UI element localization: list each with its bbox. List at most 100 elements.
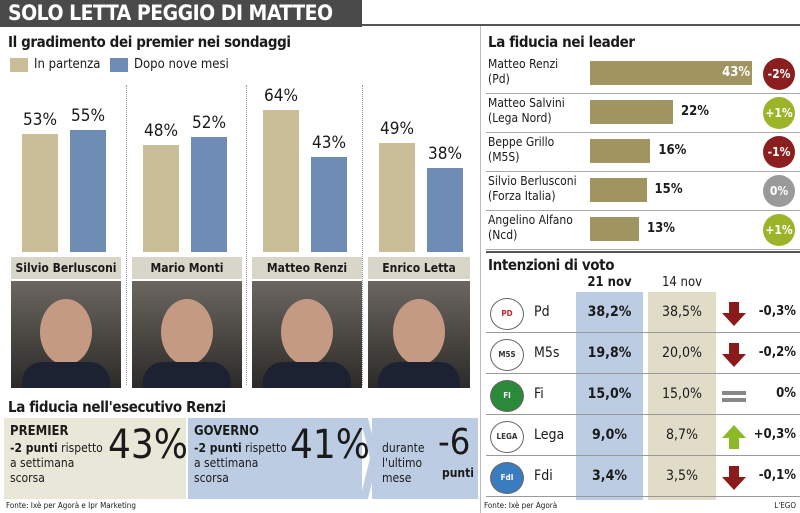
note-bold: -2 punti <box>10 441 58 455</box>
party-name: Fi <box>534 386 544 402</box>
premier-photo <box>11 281 121 388</box>
esecutivo-heading: La fiducia nell'esecutivo Renzi <box>8 398 226 416</box>
bar-value-label: 64% <box>264 85 298 106</box>
leader-name: Angelino Alfano (Ncd) <box>488 213 573 243</box>
party-logo-icon: LEGA <box>490 421 524 453</box>
note-text: a settimana <box>10 456 75 470</box>
credit: L'EGO <box>774 501 796 510</box>
value-21nov: 9,0% <box>592 427 627 443</box>
arrow-down-icon <box>722 466 746 490</box>
party-name: Pd <box>534 304 550 320</box>
legend-partenza: In partenza <box>10 57 100 72</box>
divider <box>480 26 481 513</box>
bar-value-label: 38% <box>428 143 462 164</box>
leader-row: Silvio Berlusconi (Forza Italia) 15% 0% <box>486 172 800 211</box>
note-text: scorsa <box>10 471 45 485</box>
col-21nov-bg <box>576 292 643 500</box>
bar-value-label: 53% <box>23 110 57 131</box>
mese-value: -6 <box>438 422 471 463</box>
bar-partenza <box>22 134 58 252</box>
mese-box: durante l'ultimo mese -6 punti <box>372 418 478 499</box>
arrow-up-icon <box>722 425 746 449</box>
mese-unit: punti <box>442 466 474 480</box>
vote-row: PD Pd 38,2% 38,5% -0,3% <box>486 293 800 333</box>
gradimento-heading: Il gradimento dei premier nei sondaggi <box>8 33 291 51</box>
leader-row: Angelino Alfano (Ncd) 13% +1% <box>486 211 800 250</box>
party-name: Fdi <box>534 468 553 484</box>
leader-value: 16% <box>658 143 687 158</box>
leader-party: (Ncd) <box>488 228 518 242</box>
suit <box>378 362 460 388</box>
col-21nov-header: 21 nov <box>587 275 632 290</box>
change-badge: +1% <box>763 97 795 129</box>
delta-value: 0% <box>776 386 796 401</box>
suit <box>22 362 110 388</box>
leader-name: Beppe Grillo (M5S) <box>488 135 554 165</box>
arrow-down-icon <box>722 302 746 326</box>
page-title: SOLO LETTA PEGGIO DI MATTEO <box>0 0 362 27</box>
note-text: durante <box>382 441 425 455</box>
value-21nov: 38,2% <box>587 304 632 320</box>
leader-bar <box>590 61 753 85</box>
leader-party: (Pd) <box>488 72 510 86</box>
governo-value: 41% <box>290 422 370 468</box>
bar-partenza <box>379 143 415 252</box>
leader-name-text: Silvio Berlusconi <box>488 174 577 188</box>
premier-name: Mario Monti <box>132 257 242 279</box>
premier-name: Enrico Letta <box>368 257 470 279</box>
leader-name: Silvio Berlusconi (Forza Italia) <box>488 174 577 204</box>
leader-row: Matteo Renzi (Pd) 43% -2% <box>486 55 800 94</box>
bar-dopo <box>191 136 227 252</box>
legend-label: Dopo nove mesi <box>134 57 229 72</box>
note-text: mese <box>382 471 412 485</box>
delta-value: +0,3% <box>753 427 796 442</box>
premier-bar-chart: 53% 55% Silvio Berlusconi 48% 52% Mario Monti… <box>0 0 480 400</box>
governo-note: -2 punti rispetto a settimana scorsa <box>194 441 287 486</box>
party-name: M5s <box>534 345 560 361</box>
value-14nov: 15,0% <box>661 386 702 402</box>
leader-bar <box>590 100 673 124</box>
note-text: scorsa <box>194 471 229 485</box>
note-text: l'ultimo <box>382 456 423 470</box>
vote-row: M5S M5s 19,8% 20,0% -0,2% <box>486 334 800 374</box>
vote-row: FdI Fdi 3,4% 3,5% -0,1% <box>486 457 800 497</box>
leader-value: 15% <box>654 182 683 197</box>
leader-value: 13% <box>647 221 675 236</box>
face <box>40 299 92 365</box>
legend-swatch <box>110 57 128 72</box>
leader-bar <box>590 178 647 202</box>
legend-label: In partenza <box>34 57 101 72</box>
leader-bar <box>590 217 639 241</box>
leader-bar <box>590 139 651 163</box>
delta-value: -0,2% <box>758 345 796 360</box>
governo-box: GOVERNO -2 punti rispetto a settimana scor… <box>188 418 370 499</box>
leader-name-text: Beppe Grillo <box>488 135 555 149</box>
bar-dopo <box>70 129 106 252</box>
delta-value: -0,1% <box>758 468 796 483</box>
premier-photo <box>368 281 470 388</box>
value-21nov: 3,4% <box>592 468 627 484</box>
legend-dopo: Dopo nove mesi <box>110 57 229 72</box>
change-badge: -1% <box>763 136 795 168</box>
leader-value: 22% <box>680 104 709 119</box>
party-logo-icon: FI <box>490 380 524 412</box>
leader-row: Beppe Grillo (M5S) 16% -1% <box>486 133 800 172</box>
divider <box>362 24 800 26</box>
face <box>161 299 213 365</box>
note-text: rispetto <box>241 441 287 455</box>
value-21nov: 15,0% <box>587 386 632 402</box>
note-bold: -2 punti <box>194 441 242 455</box>
value-21nov: 19,8% <box>587 345 632 361</box>
note-text: a settimana <box>194 456 259 470</box>
party-logo-icon: FdI <box>490 462 524 494</box>
change-badge: +1% <box>763 214 795 246</box>
vote-row: FI Fi 15,0% 15,0% 0% <box>486 375 800 415</box>
column-separator <box>362 85 363 385</box>
premier-value: 43% <box>108 422 188 468</box>
leader-name-text: Matteo Salvini <box>488 96 565 110</box>
premier-note: -2 punti rispetto a settimana scorsa <box>10 441 103 486</box>
value-14nov: 20,0% <box>661 345 702 361</box>
bar-partenza <box>143 145 179 252</box>
voto-heading: Intenzioni di voto <box>488 256 615 274</box>
change-badge: 0% <box>763 175 795 207</box>
